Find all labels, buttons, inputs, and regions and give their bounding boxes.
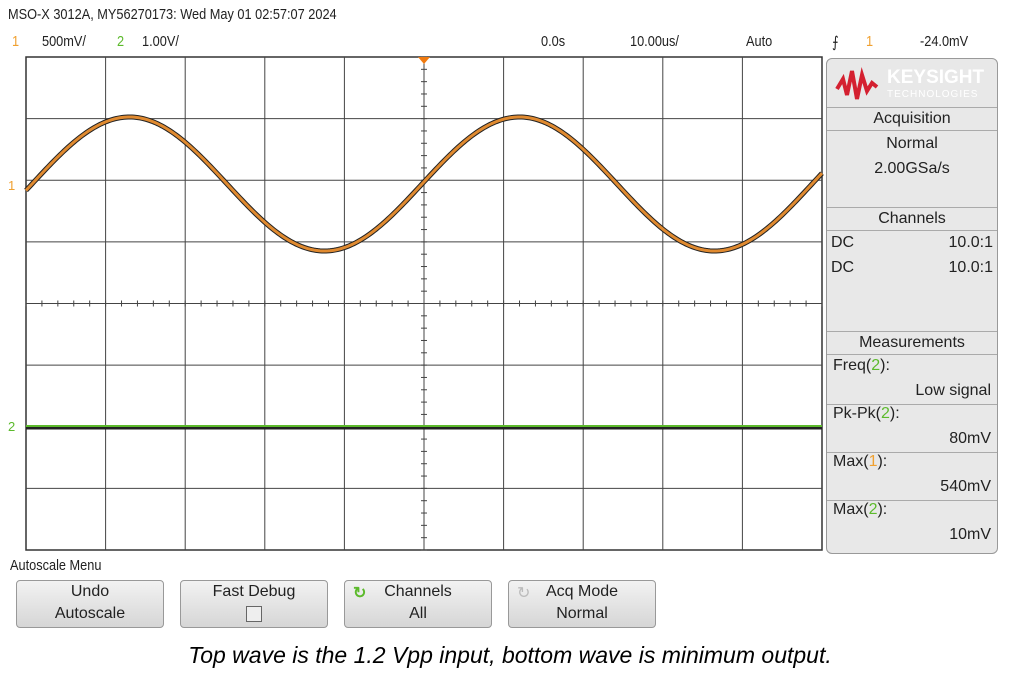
svg-text:KEYSIGHT: KEYSIGHT <box>887 67 985 88</box>
ch2-probe: 10.0:1 <box>948 259 993 276</box>
ch2-ground-marker[interactable]: 2 <box>8 419 15 434</box>
measurement-value: 540mV <box>940 478 991 495</box>
measurement-label: Pk-Pk(2): <box>833 405 900 422</box>
svg-text:TECHNOLOGIES: TECHNOLOGIES <box>887 89 978 100</box>
waveform-display[interactable]: 12 <box>0 0 826 556</box>
trigger-position-marker[interactable] <box>418 57 430 64</box>
fast-debug-button[interactable]: Fast Debug <box>180 580 328 628</box>
divider <box>827 404 997 405</box>
channels-header[interactable]: Channels <box>827 207 997 231</box>
measurement-value: 10mV <box>949 526 991 543</box>
button-label: Channels <box>384 583 452 600</box>
divider <box>827 500 997 501</box>
caption: Top wave is the 1.2 Vpp input, bottom wa… <box>188 642 832 668</box>
ch1-label[interactable]: 1 <box>12 33 20 50</box>
ch1-ground-marker[interactable]: 1 <box>8 178 15 193</box>
measurement-label: Freq(2): <box>833 357 890 374</box>
button-label: Undo <box>70 583 110 600</box>
keysight-logo: KEYSIGHT TECHNOLOGIES <box>835 67 985 100</box>
checkbox[interactable] <box>246 606 262 622</box>
button-label: Normal <box>556 605 608 622</box>
ch1-coupling: DC <box>831 234 855 251</box>
acq-rate: 2.00GSa/s <box>874 160 950 177</box>
acquisition-header[interactable]: Acquisition <box>827 107 997 131</box>
side-panel: KEYSIGHT TECHNOLOGIES Acquisition Normal… <box>826 58 998 554</box>
ch1-scale[interactable]: 500mV/ <box>42 33 86 50</box>
divider <box>827 452 997 453</box>
measurement-value: 80mV <box>949 430 991 447</box>
measurement-label: Max(2): <box>833 501 888 518</box>
button-label: Acq Mode <box>545 583 619 600</box>
button-label: Autoscale <box>54 605 126 622</box>
acq-mode: Normal <box>886 135 938 152</box>
channels-button[interactable]: ↻ Channels All <box>344 580 492 628</box>
trigger-source[interactable]: 1 <box>866 33 874 50</box>
button-label: All <box>409 605 427 622</box>
time-scale[interactable]: 10.00us/ <box>630 33 679 50</box>
ch1-probe: 10.0:1 <box>948 234 993 251</box>
scope-title: MSO-X 3012A, MY56270173: Wed May 01 02:5… <box>8 6 337 23</box>
ch2-label[interactable]: 2 <box>117 33 125 50</box>
ch2-coupling: DC <box>831 259 855 276</box>
trigger-edge-icon: ⨍ <box>832 34 839 51</box>
acq-mode-button[interactable]: ↻ Acq Mode Normal <box>508 580 656 628</box>
rotate-icon: ↻ <box>517 585 531 602</box>
measurement-value: Low signal <box>915 382 991 399</box>
undo-autoscale-button[interactable]: Undo Autoscale <box>16 580 164 628</box>
button-label: Fast Debug <box>212 583 296 600</box>
trigger-mode[interactable]: Auto <box>746 33 773 50</box>
rotate-icon: ↻ <box>353 585 367 602</box>
menu-title: Autoscale Menu <box>10 557 102 574</box>
ch2-scale[interactable]: 1.00V/ <box>142 33 179 50</box>
measurements-header[interactable]: Measurements <box>827 331 997 355</box>
measurement-label: Max(1): <box>833 453 888 470</box>
trigger-level[interactable]: -24.0mV <box>920 33 969 50</box>
time-offset[interactable]: 0.0s <box>541 33 566 50</box>
ch1-trace <box>24 115 824 253</box>
